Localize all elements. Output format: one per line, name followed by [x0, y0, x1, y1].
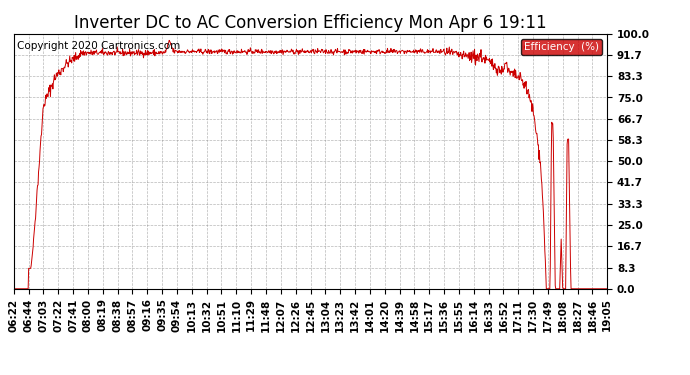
Title: Inverter DC to AC Conversion Efficiency Mon Apr 6 19:11: Inverter DC to AC Conversion Efficiency …: [75, 14, 546, 32]
Text: Copyright 2020 Cartronics.com: Copyright 2020 Cartronics.com: [17, 41, 180, 51]
Legend: Efficiency  (%): Efficiency (%): [521, 39, 602, 55]
